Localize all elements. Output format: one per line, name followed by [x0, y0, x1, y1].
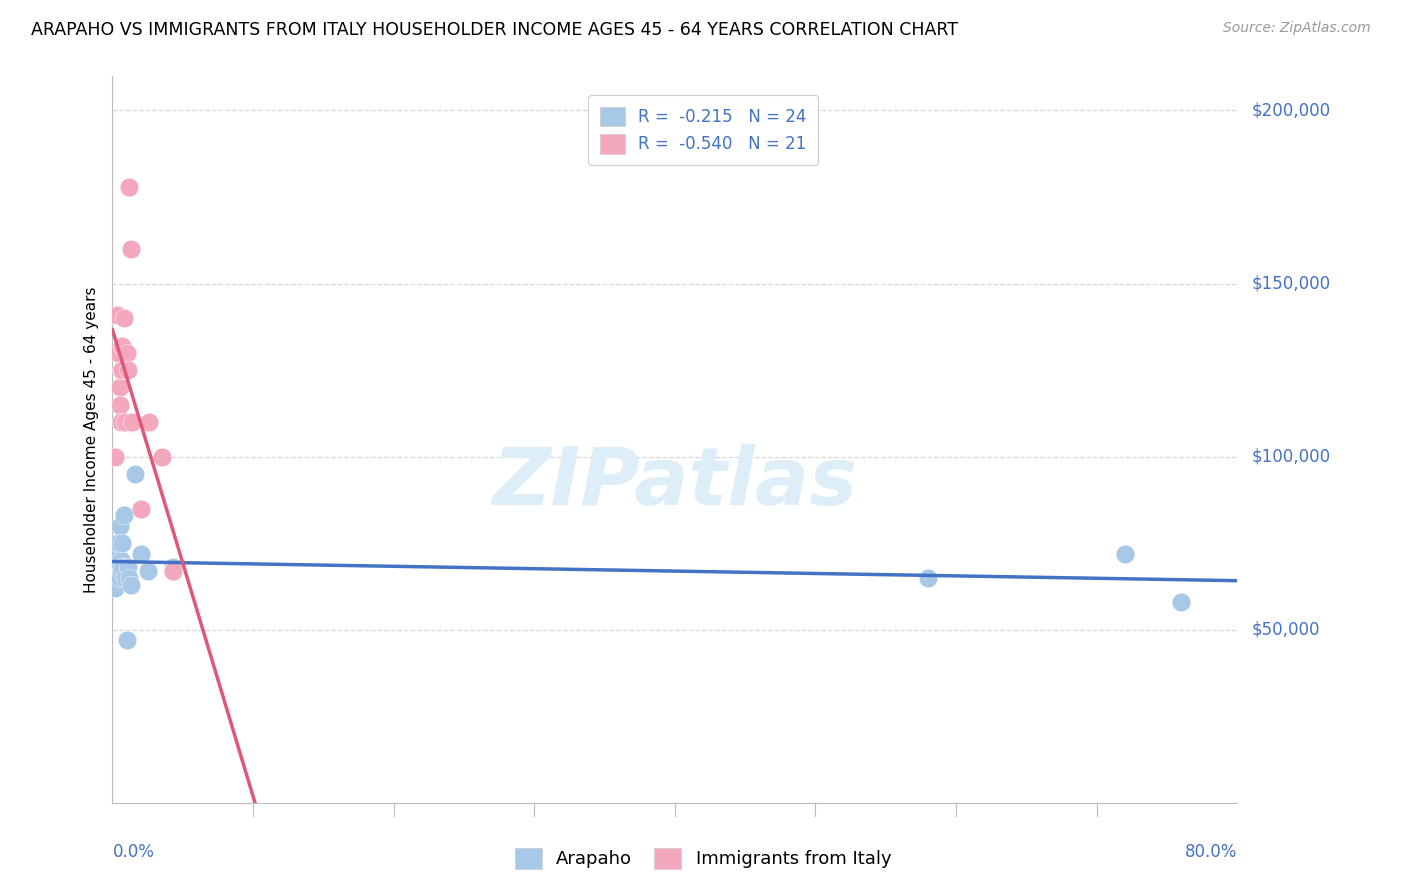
Point: [111, 560, 134, 574]
Point: [107, 560, 129, 574]
Point: [138, 415, 160, 429]
Text: $200,000: $200,000: [1251, 102, 1330, 120]
Point: [107, 345, 129, 359]
Point: [162, 564, 184, 578]
Point: [108, 571, 131, 585]
Legend: R =  -0.215   N = 24, R =  -0.540   N = 21: R = -0.215 N = 24, R = -0.540 N = 21: [588, 95, 818, 165]
Text: ARAPAHO VS IMMIGRANTS FROM ITALY HOUSEHOLDER INCOME AGES 45 - 64 YEARS CORRELATI: ARAPAHO VS IMMIGRANTS FROM ITALY HOUSEHO…: [31, 21, 957, 39]
Y-axis label: Householder Income Ages 45 - 64 years: Householder Income Ages 45 - 64 years: [84, 286, 100, 592]
Point: [108, 519, 131, 533]
Point: [111, 339, 134, 353]
Text: $100,000: $100,000: [1251, 448, 1330, 466]
Point: [118, 571, 141, 585]
Point: [107, 536, 129, 550]
Point: [150, 450, 173, 464]
Point: [114, 571, 136, 585]
Point: [110, 564, 132, 578]
Point: [115, 633, 138, 648]
Point: [117, 363, 139, 377]
Point: [110, 363, 132, 377]
Point: [108, 398, 131, 412]
Point: [120, 242, 142, 256]
Point: [105, 308, 128, 322]
Point: [118, 179, 141, 194]
Text: 80.0%: 80.0%: [1185, 843, 1237, 861]
Point: [124, 467, 146, 481]
Point: [112, 311, 135, 326]
Point: [114, 415, 136, 429]
Text: 0.0%: 0.0%: [112, 843, 155, 861]
Point: [136, 564, 159, 578]
Point: [111, 536, 134, 550]
Point: [104, 581, 127, 595]
Point: [104, 450, 127, 464]
Point: [110, 553, 132, 567]
Point: [110, 415, 132, 429]
Point: [117, 560, 139, 574]
Point: [129, 547, 152, 561]
Text: Source: ZipAtlas.com: Source: ZipAtlas.com: [1223, 21, 1371, 36]
Point: [111, 363, 134, 377]
Point: [120, 578, 142, 592]
Point: [1114, 547, 1136, 561]
Text: $50,000: $50,000: [1251, 621, 1320, 639]
Point: [917, 571, 939, 585]
Point: [162, 560, 184, 574]
Point: [108, 380, 131, 394]
Point: [162, 564, 184, 578]
Legend: Arapaho, Immigrants from Italy: Arapaho, Immigrants from Italy: [508, 840, 898, 876]
Point: [105, 547, 128, 561]
Point: [121, 415, 143, 429]
Point: [129, 501, 152, 516]
Point: [1170, 595, 1192, 609]
Point: [112, 508, 135, 523]
Text: ZIPatlas: ZIPatlas: [492, 444, 858, 522]
Text: $150,000: $150,000: [1251, 275, 1330, 293]
Point: [115, 345, 138, 359]
Point: [104, 564, 127, 578]
